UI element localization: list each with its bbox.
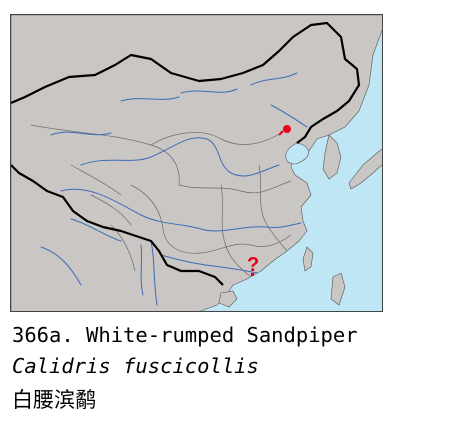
uncertain-record-dot [251, 273, 254, 276]
species-scientific-name: Calidris fuscicollis [12, 354, 259, 378]
philippines [330, 272, 346, 306]
record-dot-tail [278, 130, 284, 136]
japan [348, 148, 382, 190]
species-common-name: 366a. White-rumped Sandpiper [12, 323, 358, 347]
hainan [218, 290, 238, 308]
record-dot [283, 125, 291, 133]
korea [322, 134, 342, 180]
yellow-river [80, 137, 280, 177]
pearl-river [160, 254, 258, 274]
species-chinese-name: 白腰滨鹬 [12, 388, 96, 412]
uncertain-record-mark: ? [247, 254, 259, 276]
rivers [40, 72, 308, 306]
province-boundaries [30, 124, 292, 278]
range-map: ? [10, 14, 383, 312]
taiwan [302, 246, 314, 272]
yangtze-river [60, 188, 302, 232]
bohai-sea [285, 142, 309, 165]
china-border [11, 21, 361, 286]
map-svg: ? [11, 15, 382, 311]
